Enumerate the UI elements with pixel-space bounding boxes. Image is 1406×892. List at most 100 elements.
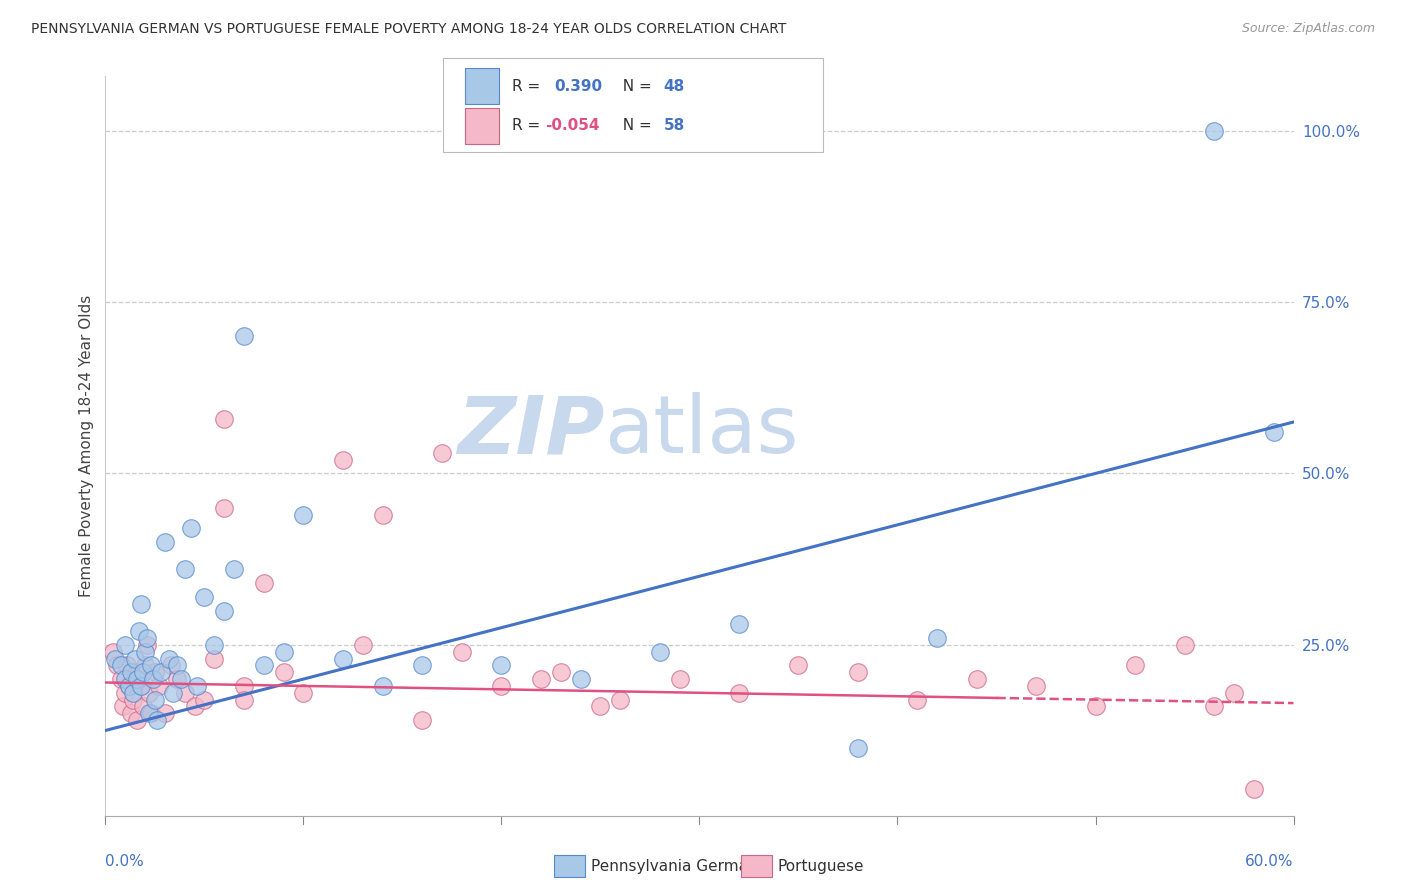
Point (173, 562, 195, 576)
Point (1084, 699, 1107, 714)
Point (180, 521, 202, 535)
Point (966, 672, 988, 686)
Point (728, 617, 751, 632)
Point (491, 658, 513, 673)
Text: Portuguese: Portuguese (778, 859, 865, 873)
Point (1025, 679, 1047, 693)
Point (122, 692, 145, 706)
Point (105, 658, 128, 673)
Point (120, 706, 142, 721)
Point (148, 679, 170, 693)
Point (253, 658, 276, 673)
Point (114, 638, 136, 652)
Point (186, 679, 208, 693)
Point (103, 645, 125, 659)
Point (569, 672, 592, 686)
Point (159, 658, 181, 673)
Point (146, 713, 169, 727)
Point (1223, 686, 1246, 700)
Point (120, 665, 142, 680)
Point (132, 665, 155, 680)
Point (127, 672, 149, 686)
Point (183, 699, 205, 714)
Point (411, 658, 433, 673)
Point (134, 645, 156, 659)
Point (134, 658, 156, 673)
Point (214, 500, 236, 515)
Point (129, 597, 152, 611)
Point (138, 706, 160, 721)
Point (193, 692, 215, 706)
Point (491, 679, 513, 693)
Text: PENNSYLVANIA GERMAN VS PORTUGUESE FEMALE POVERTY AMONG 18-24 YEAR OLDS CORRELATI: PENNSYLVANIA GERMAN VS PORTUGUESE FEMALE… (31, 22, 786, 37)
Point (728, 686, 751, 700)
Point (1204, 699, 1226, 714)
Point (332, 651, 354, 665)
Point (905, 692, 928, 706)
Point (609, 692, 631, 706)
Text: 0.390: 0.390 (554, 78, 602, 94)
Point (127, 713, 149, 727)
Point (450, 645, 472, 659)
Point (143, 692, 166, 706)
Point (273, 665, 295, 680)
Point (136, 631, 159, 645)
Point (925, 631, 948, 645)
Point (430, 446, 453, 460)
Point (124, 651, 146, 665)
Text: 60.0%: 60.0% (1246, 854, 1294, 869)
Point (122, 686, 145, 700)
Point (128, 624, 150, 639)
Point (112, 699, 135, 714)
Point (214, 603, 236, 617)
Point (118, 679, 141, 693)
Point (153, 706, 176, 721)
Point (233, 679, 256, 693)
Point (371, 679, 394, 693)
Point (114, 672, 136, 686)
Point (846, 665, 869, 680)
Point (149, 665, 172, 680)
Point (202, 638, 225, 652)
Text: 0.0%: 0.0% (105, 854, 145, 869)
Point (129, 679, 152, 693)
Y-axis label: Female Poverty Among 18-24 Year Olds: Female Poverty Among 18-24 Year Olds (79, 295, 94, 597)
Point (1174, 638, 1197, 652)
Point (292, 686, 315, 700)
Point (142, 672, 165, 686)
Point (114, 686, 136, 700)
Point (124, 672, 146, 686)
Point (139, 658, 162, 673)
Point (352, 638, 374, 652)
Point (550, 665, 572, 680)
Point (118, 679, 141, 693)
Point (115, 658, 138, 673)
Point (648, 645, 671, 659)
Point (332, 452, 354, 467)
Point (1204, 123, 1226, 137)
Point (224, 562, 246, 576)
Point (273, 645, 295, 659)
Point (292, 508, 315, 522)
Text: Source: ZipAtlas.com: Source: ZipAtlas.com (1241, 22, 1375, 36)
Point (193, 590, 215, 604)
Point (166, 672, 188, 686)
Point (162, 686, 184, 700)
Text: ZIP: ZIP (457, 392, 605, 470)
Point (143, 665, 166, 680)
Point (139, 706, 162, 721)
Point (110, 658, 132, 673)
Point (104, 651, 127, 665)
Point (253, 576, 276, 591)
Text: N =: N = (613, 119, 657, 134)
Text: R =: R = (512, 119, 546, 134)
Text: R =: R = (512, 78, 550, 94)
Text: 58: 58 (664, 119, 685, 134)
Point (787, 658, 810, 673)
Text: N =: N = (613, 78, 657, 94)
Point (153, 535, 176, 549)
Point (1243, 781, 1265, 796)
Point (1263, 425, 1285, 440)
Point (233, 329, 256, 343)
Text: Pennsylvania Germans: Pennsylvania Germans (591, 859, 765, 873)
